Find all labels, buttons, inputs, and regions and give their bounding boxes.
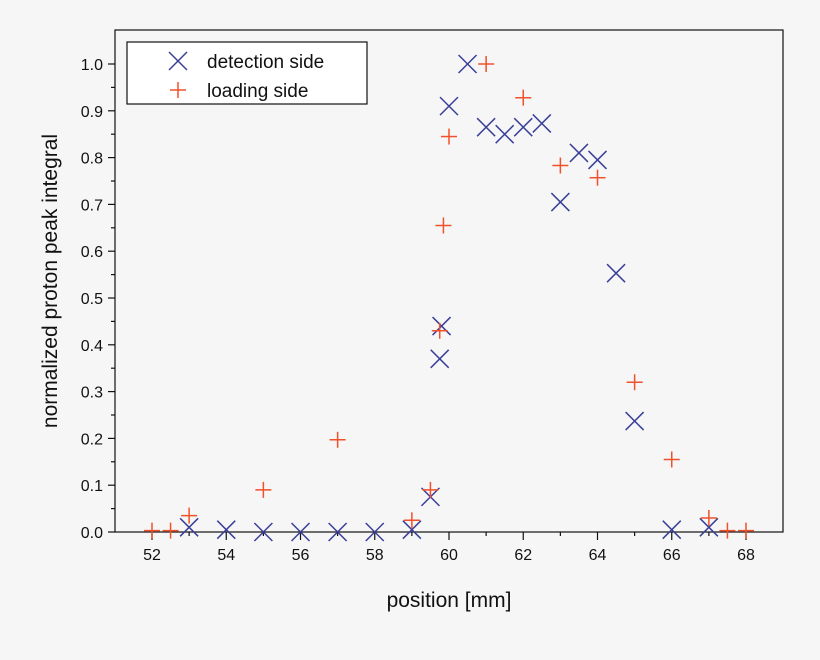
detection-point — [550, 192, 570, 212]
detection-point — [495, 124, 515, 144]
detection-point — [458, 54, 478, 74]
loading-point — [144, 522, 160, 539]
y-tick-label: 0.4 — [81, 338, 103, 355]
legend-box — [126, 41, 368, 105]
loading-point — [719, 522, 736, 539]
legend-label-detection: detection side — [207, 52, 324, 73]
loading-point — [255, 481, 272, 498]
detection-point — [328, 522, 348, 542]
y-tick-label: 0.7 — [81, 197, 103, 214]
y-tick-label: 0.2 — [81, 431, 103, 448]
loading-point — [700, 509, 717, 526]
x-tick-label: 64 — [589, 547, 607, 564]
y-tick-label: 0.3 — [81, 385, 103, 402]
x-tick-label: 54 — [217, 547, 235, 564]
legend: detection side loading side — [126, 41, 368, 105]
y-tick-label: 1.0 — [81, 57, 103, 74]
legend-marker-loading — [170, 82, 186, 98]
loading-point — [626, 374, 643, 391]
detection-point — [569, 143, 589, 163]
detection-point — [699, 517, 719, 537]
legend-plus-marker-icon — [170, 82, 186, 98]
detection-point — [179, 517, 199, 537]
detection-point — [365, 522, 385, 542]
detection-point — [216, 520, 236, 540]
detection-point — [513, 117, 533, 137]
loading-point — [441, 128, 457, 145]
detection-point — [476, 117, 496, 137]
loading-point — [403, 512, 420, 529]
detection-point — [532, 113, 552, 133]
x-tick-label: 58 — [366, 547, 384, 564]
loading-point — [431, 322, 448, 339]
detection-point — [253, 522, 273, 542]
x-tick-label: 60 — [440, 547, 458, 564]
detection-point — [432, 316, 452, 336]
x-tick-label: 56 — [292, 547, 310, 564]
loading-point — [478, 56, 495, 72]
loading-point — [435, 217, 452, 234]
loading-point — [663, 451, 680, 468]
detection-point — [430, 349, 450, 369]
x-tick-label: 68 — [737, 547, 755, 564]
y-tick-label: 0.6 — [81, 244, 103, 261]
y-tick-label: 0.8 — [81, 151, 103, 168]
loading-point — [162, 522, 179, 539]
x-tick-label: 66 — [663, 547, 681, 564]
x-tick-label: 62 — [514, 547, 532, 564]
y-axis-label: normalized proton peak integral — [39, 134, 62, 428]
detection-point — [402, 520, 422, 540]
legend-marker-detection — [168, 51, 188, 71]
detection-point — [290, 522, 311, 542]
loading-point — [552, 157, 569, 174]
y-tick-label: 0.5 — [81, 291, 103, 308]
detection-point — [662, 520, 682, 540]
loading-point — [181, 507, 198, 524]
detection-point — [439, 96, 459, 116]
loading-point — [515, 89, 532, 106]
legend-x-marker-icon — [168, 51, 188, 71]
legend-label-loading: loading side — [207, 81, 308, 102]
y-tick-label: 0.1 — [81, 478, 103, 495]
loading-point — [738, 522, 754, 539]
y-tick-label: 0.0 — [81, 525, 103, 542]
detection-point — [606, 263, 626, 283]
detection-point — [625, 411, 645, 431]
loading-point — [422, 481, 439, 498]
x-axis-label: position [mm] — [387, 589, 512, 612]
loading-point — [329, 431, 346, 448]
loading-point — [589, 169, 606, 186]
detection-point — [587, 150, 608, 170]
y-tick-label: 0.9 — [81, 104, 103, 121]
x-tick-label: 52 — [143, 547, 161, 564]
